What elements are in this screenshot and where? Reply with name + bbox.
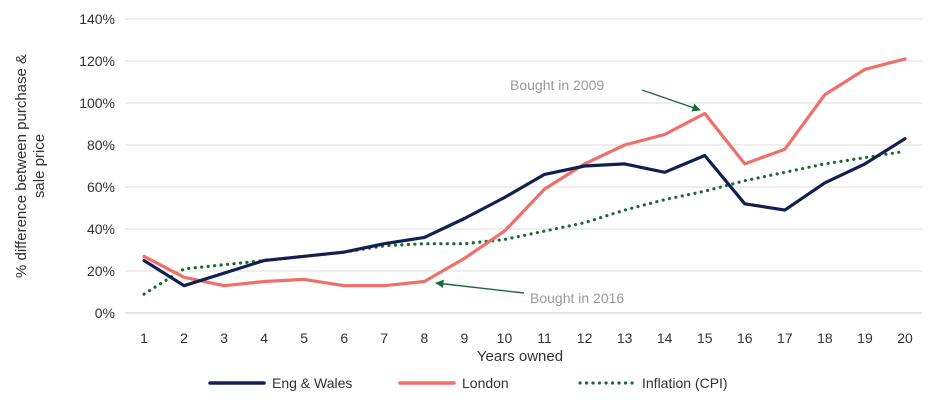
y-tick-label: 20% <box>87 263 115 279</box>
y-tick-label: 80% <box>87 137 115 153</box>
annotation-label: Bought in 2009 <box>510 77 604 93</box>
x-tick-label: 13 <box>617 330 633 346</box>
x-tick-label: 8 <box>420 330 428 346</box>
x-tick-label: 5 <box>300 330 308 346</box>
x-tick-label: 3 <box>220 330 228 346</box>
x-tick-label: 11 <box>537 330 552 346</box>
y-axis-label-line: % difference between purchase & <box>13 54 30 278</box>
series-line-eng-wales <box>142 137 907 288</box>
x-tick-label: 9 <box>461 330 469 346</box>
annotation-label: Bought in 2016 <box>530 290 624 306</box>
y-tick-label: 100% <box>79 95 115 111</box>
x-tick-label: 2 <box>180 330 188 346</box>
x-tick-label: 17 <box>777 330 793 346</box>
annotation-arrow <box>435 279 525 294</box>
y-axis-label-group: % difference between purchase & sale pric… <box>13 54 48 278</box>
x-tick-label: 6 <box>340 330 348 346</box>
y-tick-label: 0% <box>95 305 115 321</box>
series-lines <box>142 57 907 296</box>
legend: Eng & Wales London Inflation (CPI) <box>208 375 728 391</box>
x-tick-label: 4 <box>260 330 268 346</box>
x-tick-label: 1 <box>140 330 148 346</box>
x-tick-label: 20 <box>897 330 913 346</box>
annotation-arrow <box>641 89 701 112</box>
series-line-inflation-cpi <box>142 149 907 296</box>
y-tick-label: 40% <box>87 221 115 237</box>
series-line-london <box>142 57 907 288</box>
y-axis-label-line: sale price <box>31 134 48 198</box>
y-tick-label: 60% <box>87 179 115 195</box>
x-axis-label: Years owned <box>477 348 563 365</box>
legend-label: Eng & Wales <box>272 375 352 391</box>
x-tick-label: 18 <box>817 330 833 346</box>
legend-label: London <box>462 375 509 391</box>
legend-label: Inflation (CPI) <box>642 375 728 391</box>
y-axis-ticks: 0% 20% 40% 60% 80% 100% 120% 140% <box>79 11 115 321</box>
x-tick-label: 10 <box>497 330 513 346</box>
y-tick-label: 140% <box>79 11 115 27</box>
y-tick-label: 120% <box>79 53 115 69</box>
grid-lines <box>125 18 922 314</box>
annotations: Bought in 2009 Bought in 2016 <box>435 77 701 306</box>
x-tick-label: 7 <box>380 330 388 346</box>
x-tick-label: 14 <box>657 330 673 346</box>
x-tick-label: 15 <box>697 330 713 346</box>
x-tick-label: 16 <box>737 330 753 346</box>
x-tick-label: 12 <box>577 330 593 346</box>
x-axis-ticks: 1 2 3 4 5 6 7 8 9 10 11 12 13 14 15 16 17 18 19 20 <box>140 330 913 346</box>
x-tick-label: 19 <box>857 330 873 346</box>
